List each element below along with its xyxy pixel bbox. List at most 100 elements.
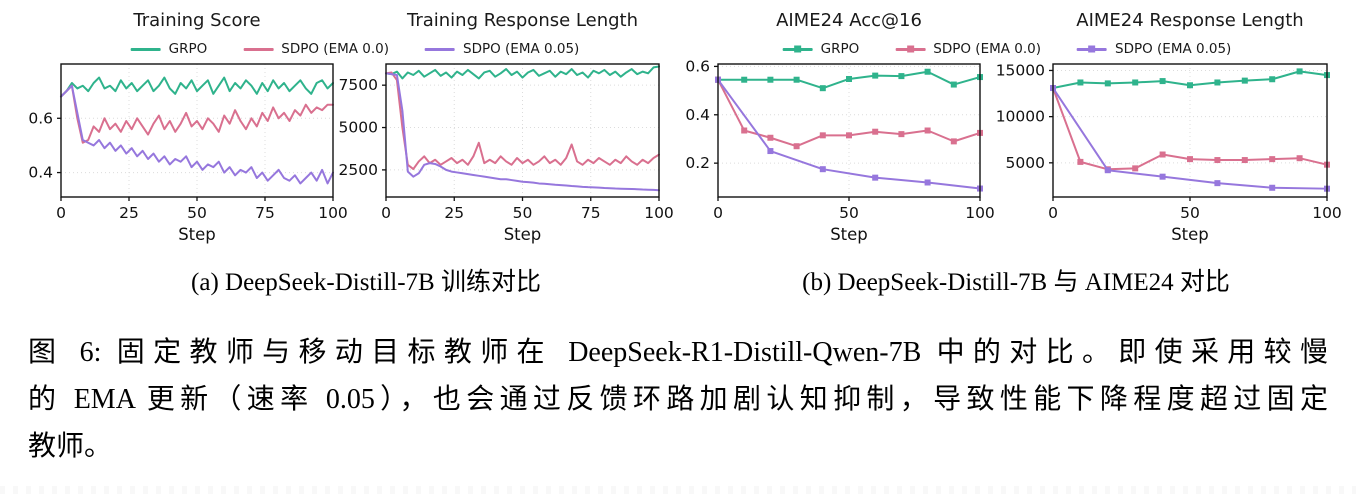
- chart-title: Training Score: [132, 10, 260, 31]
- x-tick-label: 25: [444, 204, 464, 222]
- legend-line-swatch: [782, 45, 813, 53]
- series-marker: [846, 75, 852, 82]
- series-marker: [1159, 78, 1166, 85]
- series-line: [385, 71, 660, 171]
- legend-item: SDPO (EMA 0.05): [425, 41, 579, 57]
- legend-line-swatch: [243, 47, 274, 51]
- series-line: [385, 65, 660, 80]
- series-marker: [1296, 68, 1303, 75]
- legend-item: SDPO (EMA 0.05): [1077, 41, 1231, 57]
- y-tick-label: 0.2: [685, 154, 710, 172]
- y-tick-label: 7500: [339, 76, 378, 94]
- legend-square-marker: [794, 45, 802, 53]
- legend-label: SDPO (EMA 0.05): [1115, 41, 1232, 57]
- series-marker: [767, 134, 774, 141]
- chart-title: Training Response Length: [406, 10, 638, 31]
- series-marker: [1269, 156, 1276, 163]
- series-marker: [1269, 76, 1276, 83]
- chart-panel: 0 50 100 0.6 0.4 0.2 AIME24 Acc@16 Step: [685, 10, 994, 244]
- y-tick-label: 0.4: [685, 106, 710, 124]
- plot-border: [385, 63, 660, 198]
- legend-label: GRPO: [168, 41, 208, 57]
- series-line: [60, 84, 334, 144]
- plot-border: [717, 63, 981, 198]
- x-tick-label: 100: [965, 204, 995, 222]
- series-marker: [1077, 79, 1084, 86]
- series-marker: [950, 81, 957, 88]
- x-tick-label: 100: [644, 204, 674, 222]
- x-tick-label: 50: [839, 204, 859, 222]
- series-marker: [924, 179, 931, 186]
- legend-label: GRPO: [820, 41, 860, 57]
- legend-label: SDPO (EMA 0.0): [933, 41, 1042, 57]
- legend-aime-charts: GRPO SDPO (EMA 0.0) SDPO (EMA 0.05): [782, 41, 1231, 57]
- x-tick-label: 0: [713, 204, 723, 222]
- series-marker: [846, 132, 852, 139]
- y-tick-label: 10000: [996, 108, 1045, 126]
- series-marker: [793, 143, 800, 150]
- legend-line-swatch: [895, 45, 926, 53]
- series-marker: [898, 131, 905, 138]
- series-marker: [1269, 184, 1276, 191]
- series-marker: [1132, 165, 1139, 172]
- x-axis-label: Step: [830, 225, 868, 244]
- x-tick-label: 100: [318, 204, 348, 222]
- series-marker: [1077, 158, 1084, 165]
- figure-caption: 图 6: 固定教师与移动目标教师在 DeepSeek-R1-Distill-Qw…: [28, 329, 1328, 470]
- series-marker: [1296, 155, 1303, 162]
- series-line: [60, 76, 334, 98]
- chart-panel: 0 25 50 75 100 7500 5000 2500 Training Response …: [339, 10, 674, 244]
- subcaption-a: (a) DeepSeek-Distill-7B 训练对比: [191, 269, 541, 296]
- series-marker: [793, 76, 800, 83]
- series-marker: [741, 127, 748, 134]
- series-marker: [1214, 157, 1221, 164]
- charts-row: 0 25 50 75 100 0.6 0.4 Training Score Step 0 25 50 7…: [28, 10, 1342, 244]
- series-marker: [767, 148, 774, 155]
- series-marker: [1214, 180, 1221, 187]
- y-tick-label: 2500: [339, 161, 378, 179]
- legend-line-swatch: [425, 47, 456, 51]
- x-axis-label: Step: [1171, 225, 1209, 244]
- x-tick-label: 75: [581, 204, 601, 222]
- series-line: [60, 84, 334, 185]
- legend-item: GRPO: [130, 41, 208, 57]
- legend-item: GRPO: [782, 41, 860, 57]
- x-tick-label: 25: [119, 204, 139, 222]
- series-marker: [924, 127, 931, 134]
- charts-svg: 0 25 50 75 100 0.6 0.4 Training Score Step 0 25 50 7…: [28, 10, 1342, 244]
- series-marker: [872, 72, 879, 79]
- x-axis-label: Step: [504, 225, 542, 244]
- x-tick-label: 50: [187, 204, 207, 222]
- series-marker: [819, 166, 826, 173]
- legend-label: SDPO (EMA 0.05): [463, 41, 580, 57]
- series-marker: [1104, 167, 1111, 174]
- series-marker: [924, 68, 931, 75]
- chart-title: AIME24 Response Length: [1076, 10, 1303, 31]
- legend-label: SDPO (EMA 0.0): [281, 41, 390, 57]
- chart-title: AIME24 Acc@16: [776, 10, 922, 31]
- y-tick-label: 5000: [339, 119, 378, 137]
- x-tick-label: 50: [1180, 204, 1200, 222]
- x-tick-label: 0: [1048, 204, 1058, 222]
- cropped-next-line-remnant: [0, 486, 1356, 494]
- y-tick-label: 0.6: [685, 57, 710, 75]
- legend-line-swatch: [1077, 45, 1108, 53]
- series-marker: [1187, 82, 1193, 89]
- series-marker: [872, 174, 879, 181]
- series-line: [385, 72, 660, 192]
- legend-item: SDPO (EMA 0.0): [895, 41, 1041, 57]
- x-tick-label: 0: [381, 204, 391, 222]
- legend-item: SDPO (EMA 0.0): [243, 41, 389, 57]
- legend-line-swatch: [130, 47, 161, 51]
- caption-line-2: 的 EMA 更新（速率 0.05），也会通过反馈环路加剧认知抑制，导致性能下降程…: [28, 384, 1328, 415]
- chart-panel: 0 50 100 15000 10000 5000 AIME24 Response Leng…: [996, 10, 1342, 244]
- series-marker: [819, 132, 826, 139]
- legend-training-charts: GRPO SDPO (EMA 0.0) SDPO (EMA 0.05): [130, 41, 579, 57]
- subcaption-b: (b) DeepSeek-Distill-7B 与 AIME24 对比: [802, 269, 1230, 296]
- series-line: [1052, 87, 1328, 190]
- legend-square-marker: [1088, 45, 1096, 53]
- x-tick-label: 75: [255, 204, 275, 222]
- y-tick-label: 5000: [1006, 154, 1045, 172]
- series-marker: [1159, 151, 1166, 158]
